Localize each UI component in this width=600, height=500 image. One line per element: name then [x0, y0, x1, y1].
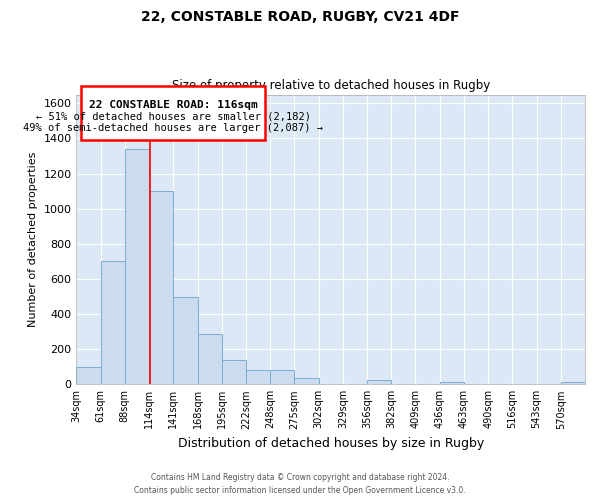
Bar — [367, 380, 391, 384]
Text: 22, CONSTABLE ROAD, RUGBY, CV21 4DF: 22, CONSTABLE ROAD, RUGBY, CV21 4DF — [141, 10, 459, 24]
Bar — [561, 382, 585, 384]
Bar — [76, 366, 101, 384]
Bar — [149, 191, 173, 384]
Bar — [125, 149, 149, 384]
Bar — [246, 370, 270, 384]
Bar — [295, 378, 319, 384]
Bar — [222, 360, 246, 384]
Title: Size of property relative to detached houses in Rugby: Size of property relative to detached ho… — [172, 79, 490, 92]
Bar — [197, 334, 222, 384]
Bar — [270, 370, 295, 384]
Text: 22 CONSTABLE ROAD: 116sqm: 22 CONSTABLE ROAD: 116sqm — [89, 100, 257, 110]
Text: Contains HM Land Registry data © Crown copyright and database right 2024.
Contai: Contains HM Land Registry data © Crown c… — [134, 474, 466, 495]
X-axis label: Distribution of detached houses by size in Rugby: Distribution of detached houses by size … — [178, 437, 484, 450]
Bar — [101, 262, 125, 384]
Y-axis label: Number of detached properties: Number of detached properties — [28, 152, 38, 327]
Bar — [173, 296, 197, 384]
Bar — [440, 382, 464, 384]
Text: ← 51% of detached houses are smaller (2,182): ← 51% of detached houses are smaller (2,… — [36, 111, 311, 121]
FancyBboxPatch shape — [81, 86, 265, 140]
Text: 49% of semi-detached houses are larger (2,087) →: 49% of semi-detached houses are larger (… — [23, 122, 323, 132]
